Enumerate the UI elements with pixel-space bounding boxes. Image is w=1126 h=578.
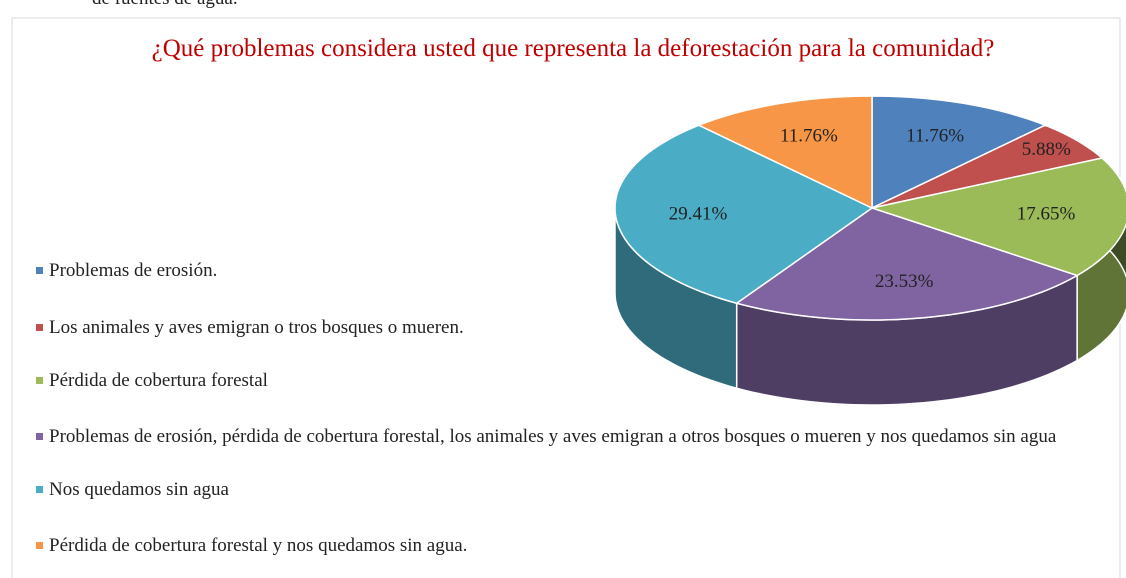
chart-title: ¿Qué problemas considera usted que repre… xyxy=(151,35,995,62)
legend-label: Problemas de erosión. xyxy=(49,260,218,281)
pie-slice xyxy=(871,95,1047,210)
pie-slice xyxy=(614,124,874,305)
pie-slice xyxy=(697,95,873,210)
legend-swatch xyxy=(36,267,43,274)
data-label: 17.65% xyxy=(1017,203,1076,224)
legend-swatch xyxy=(36,324,43,331)
legend-swatch xyxy=(36,542,43,549)
legend-label: Nos quedamos sin agua xyxy=(49,479,229,500)
legend-item: Los animales y aves emigran o tros bosqu… xyxy=(36,317,1096,338)
legend-label: Pérdida de cobertura forestal y nos qued… xyxy=(49,535,468,556)
data-label: 11.76% xyxy=(906,125,964,146)
legend-label: Pérdida de cobertura forestal xyxy=(49,370,268,391)
header-text: de fuentes de agua. xyxy=(92,0,238,10)
legend-swatch xyxy=(36,433,43,440)
data-label: 23.53% xyxy=(875,271,934,292)
legend-label: Los animales y aves emigran o tros bosqu… xyxy=(49,317,464,338)
pie-slice xyxy=(734,207,1079,321)
legend-label: Problemas de erosión, pérdida de cobertu… xyxy=(49,426,1057,447)
legend-item: Nos quedamos sin agua xyxy=(36,479,1096,500)
pie-slice xyxy=(869,157,1126,277)
data-label: 29.41% xyxy=(669,203,728,224)
data-label: 11.76% xyxy=(780,125,838,146)
legend-swatch xyxy=(36,486,43,493)
pie-slice xyxy=(871,124,1104,209)
legend-item: Problemas de erosión, pérdida de cobertu… xyxy=(36,426,1096,447)
data-label: 5.88% xyxy=(1022,139,1071,160)
legend-item: Pérdida de cobertura forestal xyxy=(36,370,1096,391)
legend-swatch xyxy=(36,377,43,384)
legend-item: Problemas de erosión. xyxy=(36,260,1096,281)
legend-item: Pérdida de cobertura forestal y nos qued… xyxy=(36,535,1096,556)
